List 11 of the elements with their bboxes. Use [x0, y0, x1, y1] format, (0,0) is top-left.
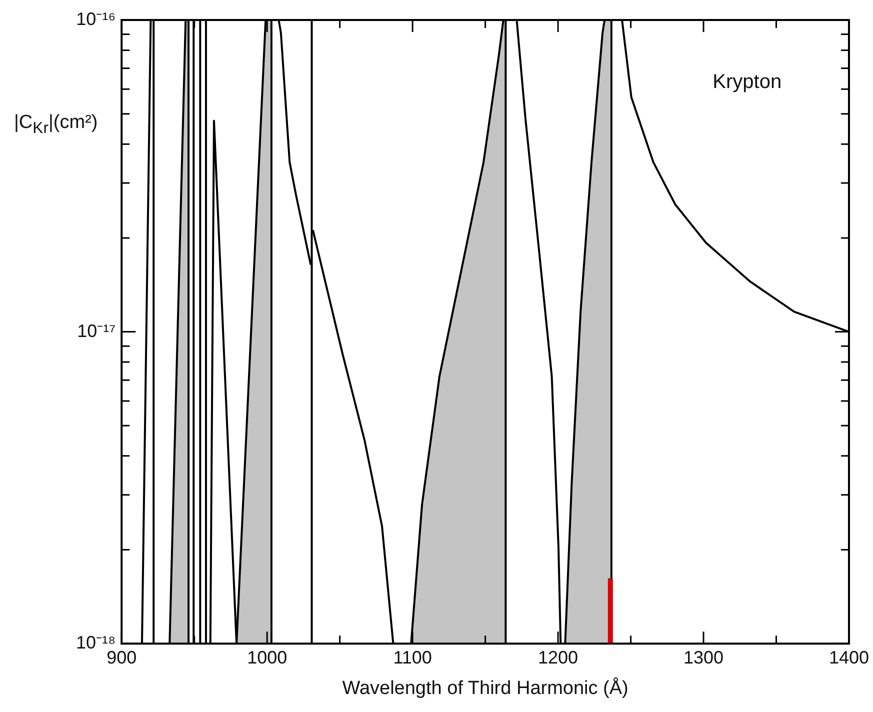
x-tick-label: 1300: [683, 647, 724, 668]
annotation: Krypton: [712, 70, 782, 93]
x-tick-label: 900: [106, 647, 137, 668]
y-tick-label: 10⁻¹⁶: [76, 8, 116, 29]
x-tick-label: 1400: [828, 647, 869, 668]
x-tick-label: 1100: [393, 647, 432, 668]
x-tick-label: 1200: [538, 647, 578, 668]
x-axis-title: Wavelength of Third Harmonic (Å): [342, 676, 628, 699]
x-tick-label: 1000: [247, 647, 288, 668]
y-axis-title: |C$_{Kr}$|(cm²): [14, 112, 98, 138]
y-tick-label: 10⁻¹⁷: [77, 320, 116, 341]
